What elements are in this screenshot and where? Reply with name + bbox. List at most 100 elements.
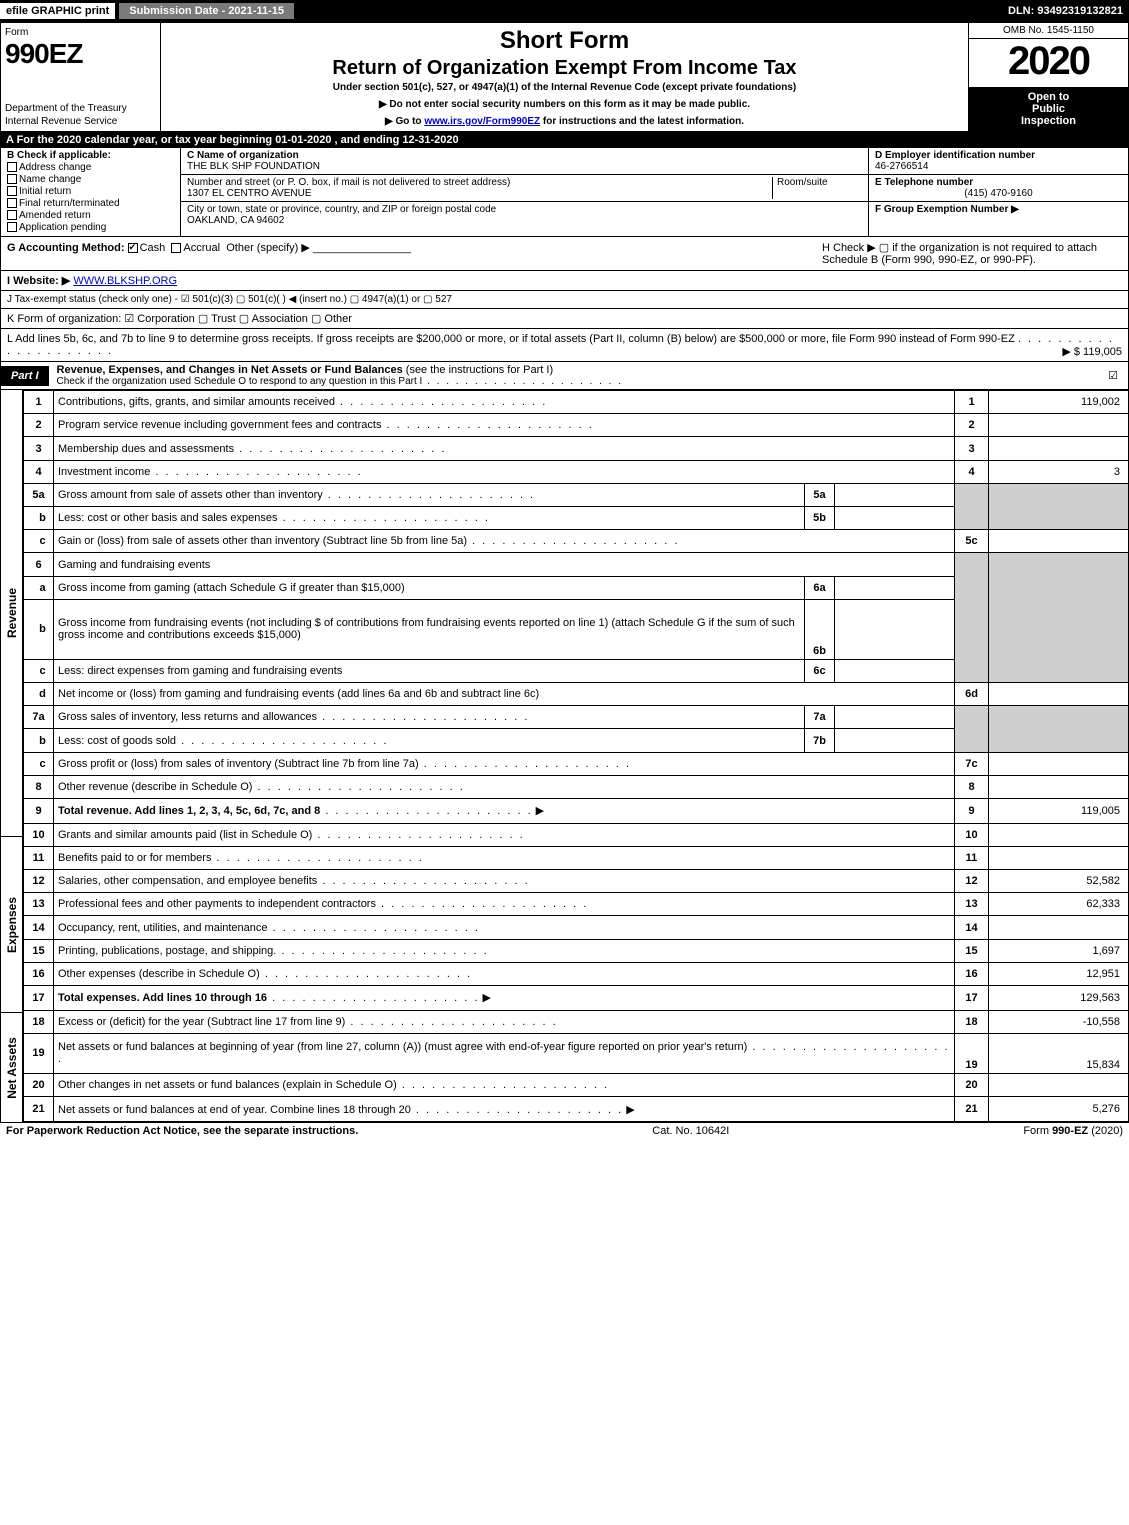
l13-rt: 13 (955, 893, 989, 916)
l16-desc: Other expenses (describe in Schedule O) (58, 968, 260, 980)
ssn-warning: Do not enter social security numbers on … (169, 99, 960, 110)
footer-formno: Form 990-EZ (2020) (1023, 1125, 1123, 1137)
l15-desc: Printing, publications, postage, and shi… (58, 945, 276, 957)
l12-amt: 52,582 (989, 870, 1129, 893)
expenses-vlabel: Expenses (1, 836, 23, 1012)
l6c-desc: Less: direct expenses from gaming and fu… (54, 659, 805, 682)
footer-catno: Cat. No. 10642I (652, 1125, 729, 1137)
l14-rt: 14 (955, 916, 989, 939)
row-j: J Tax-exempt status (check only one) - ☑… (0, 291, 1129, 309)
l19-amt: 15,834 (989, 1033, 1129, 1073)
l9-no: 9 (24, 799, 54, 824)
header-left: Form 990EZ Department of the Treasury In… (1, 23, 161, 131)
l18-no: 18 (24, 1010, 54, 1033)
top-bar: efile GRAPHIC print Submission Date - 20… (0, 0, 1129, 22)
l2-no: 2 (24, 414, 54, 437)
l16-amt: 12,951 (989, 962, 1129, 985)
l10-amt (989, 823, 1129, 846)
g-label: G Accounting Method: (7, 242, 125, 254)
l6d-no: d (24, 683, 54, 706)
group-exemption-cell: F Group Exemption Number ▶ (869, 202, 1128, 217)
row-k: K Form of organization: ☑ Corporation ▢ … (0, 309, 1129, 329)
l5c-no: c (24, 530, 54, 553)
open-l3: Inspection (973, 115, 1124, 127)
cb-accrual (171, 243, 181, 253)
under-section: Under section 501(c), 527, or 4947(a)(1)… (169, 82, 960, 93)
l7a-mini: 7a (805, 706, 835, 729)
l7a-desc: Gross sales of inventory, less returns a… (58, 711, 317, 723)
irs-link[interactable]: www.irs.gov/Form990EZ (424, 116, 540, 127)
website-link[interactable]: WWW.BLKSHP.ORG (73, 275, 177, 287)
l10-rt: 10 (955, 823, 989, 846)
l14-amt (989, 916, 1129, 939)
ein-label: D Employer identification number (875, 150, 1035, 161)
accrual-label: Accrual (183, 242, 220, 254)
l6d-desc: Net income or (loss) from gaming and fun… (54, 683, 955, 706)
other-label: Other (specify) ▶ (226, 242, 310, 254)
tax-year: 2020 (969, 39, 1128, 87)
netassets-vlabel: Net Assets (1, 1012, 23, 1122)
phone-cell: E Telephone number (415) 470-9160 (869, 175, 1128, 202)
dept-irs: Internal Revenue Service (5, 116, 156, 127)
l17-desc: Total expenses. Add lines 10 through 16 (58, 992, 267, 1004)
l1-rt: 1 (955, 391, 989, 414)
cb-name-change: Name change (7, 174, 174, 185)
l13-no: 13 (24, 893, 54, 916)
l21-no: 21 (24, 1097, 54, 1122)
omb-number: OMB No. 1545-1150 (969, 23, 1128, 39)
phone-value: (415) 470-9160 (875, 188, 1122, 199)
l6d-amt (989, 683, 1129, 706)
l12-no: 12 (24, 870, 54, 893)
l20-amt (989, 1073, 1129, 1096)
cb-initial-return: Initial return (7, 186, 174, 197)
l9-amt: 119,005 (989, 799, 1129, 824)
l20-no: 20 (24, 1073, 54, 1096)
cb-amended-return: Amended return (7, 210, 174, 221)
l12-rt: 12 (955, 870, 989, 893)
l5c-rt: 5c (955, 530, 989, 553)
l4-amt: 3 (989, 460, 1129, 483)
row-l: L Add lines 5b, 6c, and 7b to line 9 to … (0, 329, 1129, 362)
l4-no: 4 (24, 460, 54, 483)
l8-rt: 8 (955, 775, 989, 798)
l6b-mini: 6b (805, 599, 835, 659)
l6c-mini: 6c (805, 659, 835, 682)
l6a-desc: Gross income from gaming (attach Schedul… (54, 576, 805, 599)
ein-cell: D Employer identification number 46-2766… (869, 148, 1128, 175)
l8-amt (989, 775, 1129, 798)
l14-no: 14 (24, 916, 54, 939)
street-value: 1307 EL CENTRO AVENUE (187, 188, 312, 199)
org-name: THE BLK SHP FOUNDATION (187, 161, 320, 172)
l10-desc: Grants and similar amounts paid (list in… (58, 829, 312, 841)
l19-no: 19 (24, 1033, 54, 1073)
l5b-mini: 5b (805, 507, 835, 530)
col-def: D Employer identification number 46-2766… (868, 148, 1128, 236)
l6b-no: b (24, 599, 54, 659)
row-gh: G Accounting Method: Cash Accrual Other … (0, 237, 1129, 271)
l2-amt (989, 414, 1129, 437)
city-cell: City or town, state or province, country… (181, 202, 868, 228)
part1-title: Revenue, Expenses, and Changes in Net As… (49, 362, 1098, 389)
l3-desc: Membership dues and assessments (58, 443, 234, 455)
l15-no: 15 (24, 939, 54, 962)
l7c-no: c (24, 752, 54, 775)
l15-rt: 15 (955, 939, 989, 962)
l3-no: 3 (24, 437, 54, 460)
l1-no: 1 (24, 391, 54, 414)
l18-amt: -10,558 (989, 1010, 1129, 1033)
city-label: City or town, state or province, country… (187, 204, 496, 215)
open-l1: Open to (973, 91, 1124, 103)
l10-no: 10 (24, 823, 54, 846)
l6-desc: Gaming and fundraising events (54, 553, 955, 576)
group-exemption-label: F Group Exemption Number ▶ (875, 204, 1019, 215)
l7b-mini: 7b (805, 729, 835, 752)
col-c: C Name of organization THE BLK SHP FOUND… (181, 148, 868, 236)
page-footer: For Paperwork Reduction Act Notice, see … (0, 1122, 1129, 1139)
part1-header: Part I Revenue, Expenses, and Changes in… (0, 362, 1129, 390)
l6c-no: c (24, 659, 54, 682)
l18-desc: Excess or (deficit) for the year (Subtra… (58, 1016, 345, 1028)
city-value: OAKLAND, CA 94602 (187, 215, 284, 226)
l19-desc: Net assets or fund balances at beginning… (58, 1041, 747, 1053)
l5a-no: 5a (24, 483, 54, 506)
org-name-cell: C Name of organization THE BLK SHP FOUND… (181, 148, 868, 175)
